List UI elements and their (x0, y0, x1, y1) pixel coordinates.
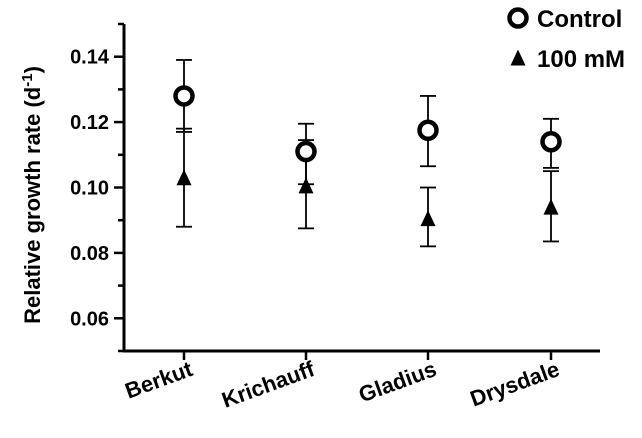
legend-control-label: Control (537, 6, 622, 33)
control-point-berkut (173, 85, 195, 107)
y-tick-label: 0.12 (70, 112, 109, 134)
data-markers (173, 85, 562, 227)
treatment-point-krichauff (298, 177, 314, 194)
y-tick-label: 0.10 (70, 178, 109, 200)
y-tick-label: 0.14 (70, 47, 110, 69)
treatment-point-gladius (420, 210, 436, 227)
x-tick-label-drysdale: Drysdale (467, 356, 563, 411)
x-tick-label-berkut: Berkut (122, 356, 197, 404)
y-axis-label: Relative growth rate (d-1) (19, 66, 45, 324)
y-tick-label: 0.08 (70, 243, 109, 265)
control-point-gladius (417, 119, 439, 142)
x-tick-label-gladius: Gladius (355, 356, 439, 407)
y-tick-label: 0.06 (70, 308, 109, 330)
legend-treatment-label: 100 mM (537, 46, 625, 73)
x-tick-label-krichauff: Krichauff (218, 356, 318, 413)
legend-control-marker (507, 7, 529, 29)
legend-treatment-marker (510, 49, 526, 66)
x-axis: Berkut Krichauff Gladius Drysdale (122, 349, 600, 413)
control-point-krichauff (295, 140, 317, 163)
error-bars (176, 59, 559, 248)
y-axis-title: Relative growth rate (d-1) (19, 66, 45, 324)
treatment-point-drysdale (543, 198, 559, 215)
treatment-point-berkut (176, 169, 192, 186)
legend: Control 100 mM (507, 6, 625, 73)
y-axis: 0.06 0.08 0.10 0.12 0.14 (70, 22, 126, 353)
control-point-drysdale (540, 130, 562, 153)
